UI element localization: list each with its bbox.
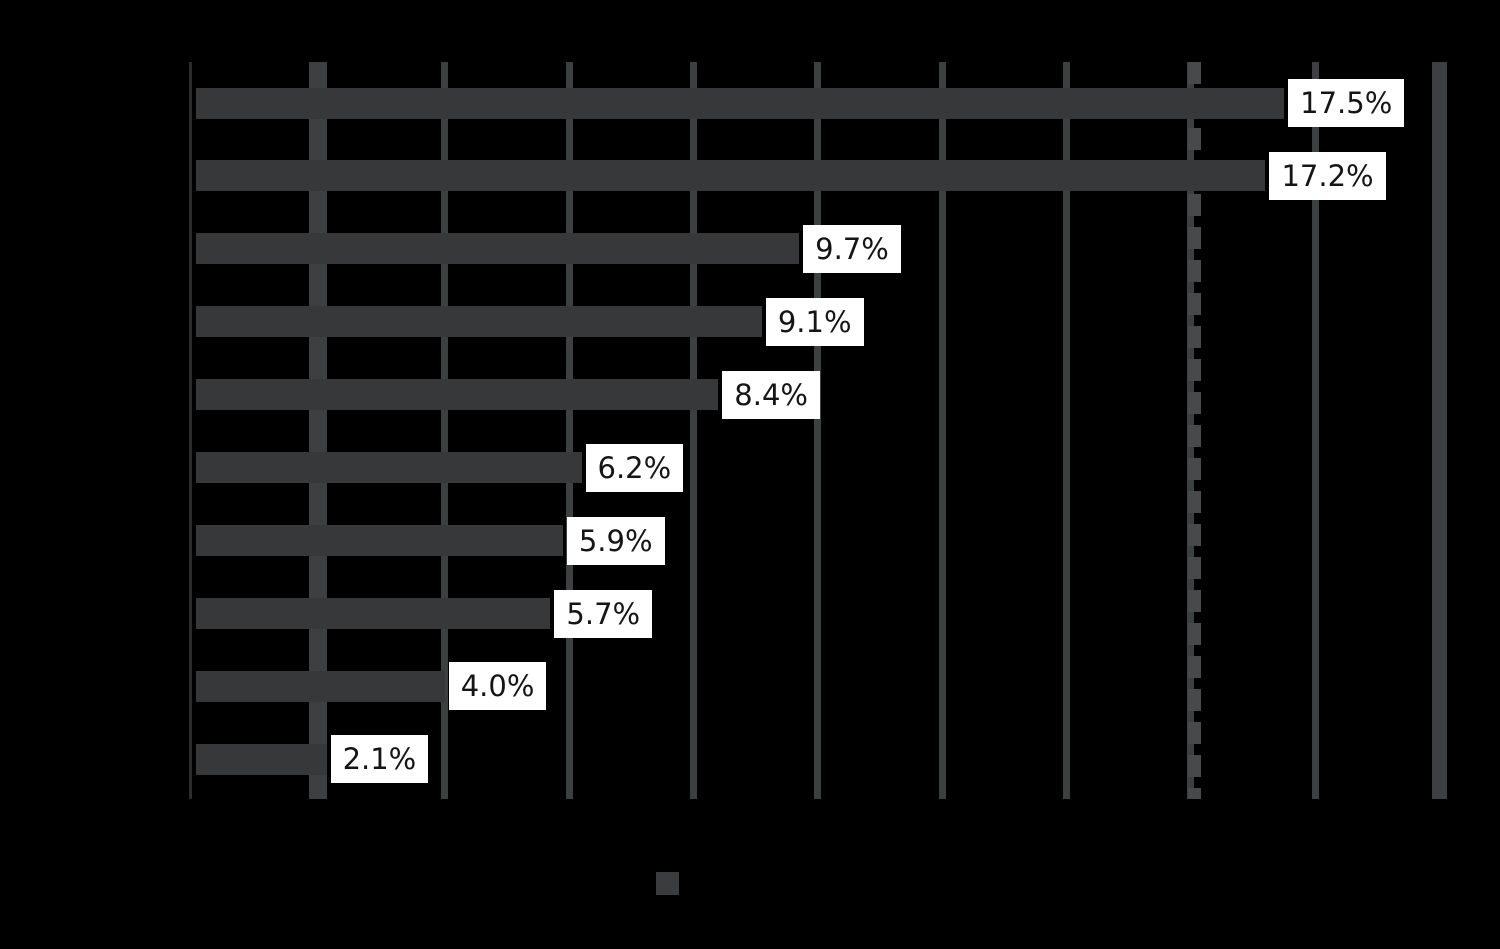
bar-value-label-4: 9.1% (765, 297, 864, 346)
y-axis-spine (189, 62, 192, 799)
dashed-reference-line (1188, 62, 1202, 799)
gridline-4-percent (441, 62, 449, 799)
bar-value-label-1: 17.5% (1288, 79, 1405, 127)
gridline-10-percent (814, 62, 822, 799)
bar-value-label-3: 9.7% (803, 224, 901, 273)
bar-value-label-2: 17.2% (1269, 151, 1386, 200)
bar-row-2 (196, 160, 1266, 192)
bar-value-label-5: 8.4% (722, 370, 820, 419)
legend-swatch (656, 872, 679, 895)
gridline-18-percent (1311, 62, 1319, 799)
gridline-8-percent (689, 62, 697, 799)
gridline-6-percent (565, 62, 573, 799)
gridline-20-percent (1431, 62, 1447, 799)
bar-row-6 (196, 452, 582, 484)
bar-row-10 (196, 743, 327, 775)
bar-row-7 (196, 525, 563, 557)
gridline-12-percent (938, 62, 946, 799)
bar-value-label-7: 5.9% (566, 516, 665, 565)
bar-row-1 (196, 87, 1285, 119)
bar-value-label-6: 6.2% (585, 443, 684, 492)
bar-row-4 (196, 306, 762, 338)
bar-value-label-9: 4.0% (448, 662, 547, 711)
bar-row-8 (196, 598, 551, 629)
bar-row-3 (196, 233, 800, 265)
bar-value-label-8: 5.7% (554, 589, 653, 638)
bar-row-5 (196, 379, 719, 411)
bar-value-label-10: 2.1% (330, 735, 429, 784)
gridline-14-percent (1063, 62, 1071, 799)
bar-row-9 (196, 670, 445, 702)
